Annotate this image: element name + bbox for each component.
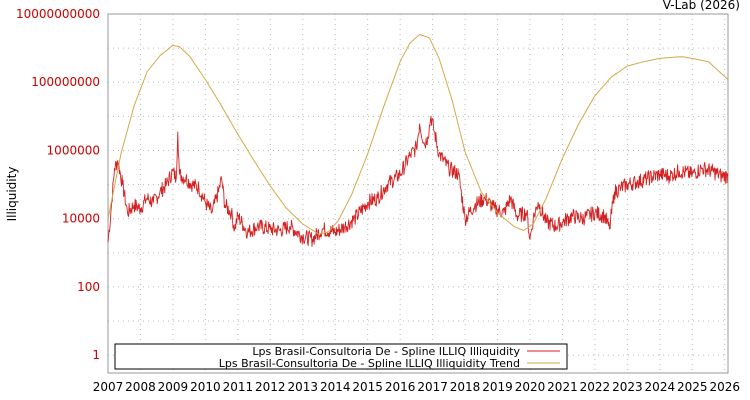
illiquidity-series-line [107, 115, 729, 247]
trend-series-line [107, 34, 729, 235]
y-tick-label: 10000000000 [16, 7, 100, 21]
y-tick-label: 100000000 [31, 75, 100, 89]
y-axis-label: Illiquidity [5, 167, 19, 222]
x-tick-label: 2011 [223, 380, 254, 394]
x-tick-label: 2015 [352, 380, 383, 394]
grid [107, 13, 728, 373]
x-tick-label: 2008 [125, 380, 156, 394]
y-tick-label: 1 [92, 348, 100, 362]
x-tick-label: 2018 [450, 380, 481, 394]
legend: Lps Brasil-Consultoria De - Spline ILLIQ… [114, 343, 568, 370]
legend-label-trend: Lps Brasil-Consultoria De - Spline ILLIQ… [219, 357, 520, 370]
x-tick-label: 2016 [385, 380, 416, 394]
x-tick-label: 2012 [255, 380, 286, 394]
x-tick-label: 2013 [287, 380, 318, 394]
y-tick-label: 1000000 [47, 143, 100, 157]
x-tick-label: 2024 [645, 380, 676, 394]
x-tick-label: 2020 [515, 380, 546, 394]
x-tick-label: 2023 [612, 380, 643, 394]
x-tick-label: 2026 [709, 380, 740, 394]
legend-label-illiquidity: Lps Brasil-Consultoria De - Spline ILLIQ… [252, 345, 520, 358]
x-tick-label: 2014 [320, 380, 351, 394]
x-tick-label: 2010 [190, 380, 221, 394]
x-tick-label: 2021 [547, 380, 578, 394]
x-tick-label: 2007 [93, 380, 124, 394]
source-label: V-Lab (2026) [663, 0, 740, 12]
y-axis-ticks: 1 100 10000 1000000 100000000 10000000000 [16, 7, 100, 362]
y-tick-label: 100 [77, 280, 100, 294]
x-tick-label: 2009 [158, 380, 189, 394]
series-lines [107, 34, 729, 247]
plot-frame [107, 13, 729, 374]
x-axis-ticks: 2007 2008 2009 2010 2011 2012 2013 2014 2015 2016… [93, 380, 740, 394]
legend-box [114, 343, 568, 370]
x-tick-label: 2019 [482, 380, 513, 394]
y-tick-label: 10000 [62, 212, 100, 226]
x-tick-label: 2017 [417, 380, 448, 394]
x-tick-label: 2025 [677, 380, 708, 394]
x-tick-label: 2022 [580, 380, 611, 394]
